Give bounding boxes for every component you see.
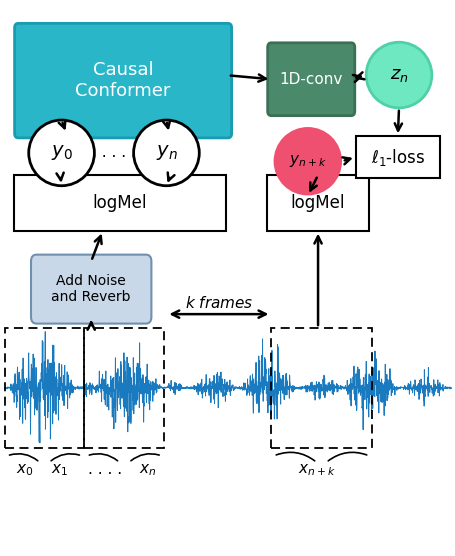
- Ellipse shape: [365, 42, 431, 108]
- Text: . . . . .: . . . . .: [92, 146, 136, 160]
- Text: logMel: logMel: [290, 194, 344, 212]
- Text: $y_{n+k}$: $y_{n+k}$: [288, 153, 326, 169]
- Text: $k$ frames: $k$ frames: [184, 295, 253, 311]
- FancyBboxPatch shape: [267, 43, 354, 116]
- Ellipse shape: [133, 120, 199, 186]
- FancyBboxPatch shape: [15, 23, 231, 138]
- Bar: [271, 328, 371, 448]
- Bar: [266, 175, 369, 231]
- Text: $y_0$: $y_0$: [51, 143, 72, 162]
- Text: . . . .: . . . .: [88, 463, 121, 477]
- Bar: [14, 175, 225, 231]
- Bar: [5, 328, 84, 448]
- Ellipse shape: [29, 120, 94, 186]
- Text: $x_1$: $x_1$: [51, 462, 68, 478]
- Text: $x_0$: $x_0$: [16, 462, 34, 478]
- Text: $\ell_1$-loss: $\ell_1$-loss: [370, 147, 424, 167]
- Text: $x_n$: $x_n$: [139, 462, 157, 478]
- Text: $x_{n+k}$: $x_{n+k}$: [298, 462, 335, 478]
- FancyBboxPatch shape: [31, 255, 151, 324]
- Ellipse shape: [273, 127, 341, 196]
- Text: $y_n$: $y_n$: [155, 143, 177, 162]
- Text: 1D-conv: 1D-conv: [279, 72, 342, 87]
- Text: logMel: logMel: [92, 194, 147, 212]
- Text: Add Noise
and Reverb: Add Noise and Reverb: [51, 274, 131, 304]
- Text: Causal
Conformer: Causal Conformer: [75, 61, 171, 100]
- Text: $z_n$: $z_n$: [389, 66, 407, 84]
- Bar: [84, 328, 164, 448]
- Bar: [355, 136, 439, 178]
